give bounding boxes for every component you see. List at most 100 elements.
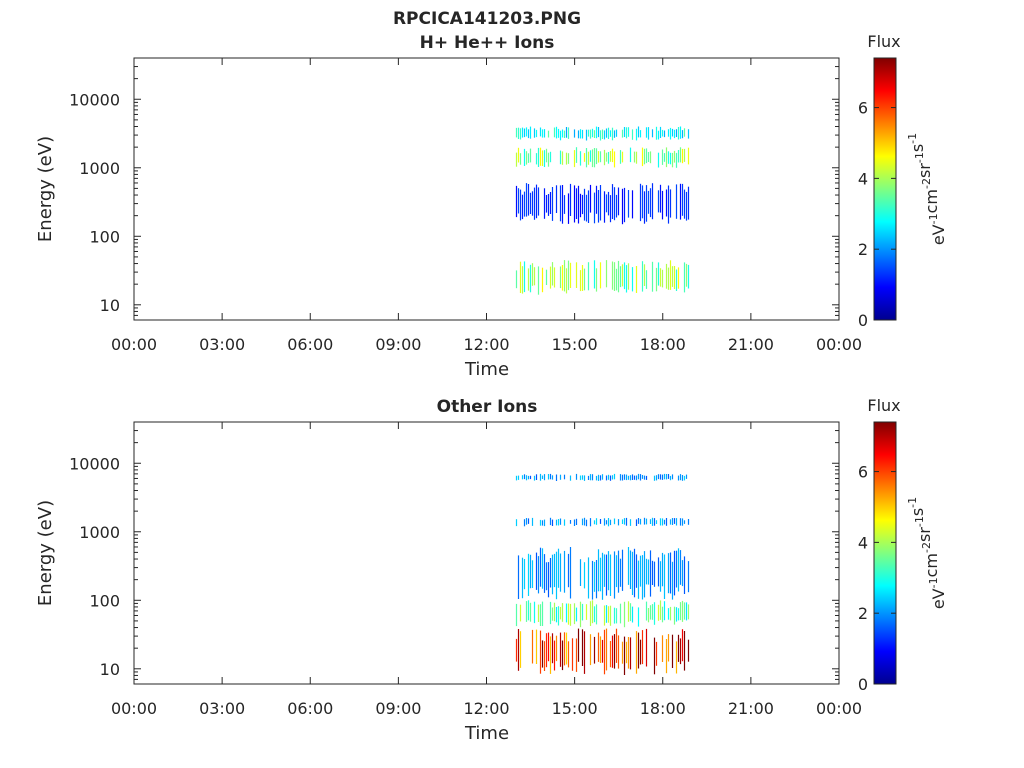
flux-strip	[615, 129, 618, 137]
flux-strip	[535, 629, 538, 664]
flux-strip	[647, 152, 650, 162]
flux-strip	[665, 189, 668, 217]
flux-strip	[657, 474, 660, 480]
flux-strip	[669, 606, 672, 621]
flux-strip	[645, 185, 648, 222]
flux-strip	[673, 518, 676, 524]
flux-strip	[535, 153, 538, 165]
flux-strip	[575, 147, 578, 163]
flux-strip	[609, 554, 612, 596]
flux-strip	[663, 153, 666, 162]
flux-strip	[593, 148, 596, 168]
flux-strip	[667, 185, 670, 224]
flux-strip	[645, 270, 648, 289]
flux-strip	[661, 635, 664, 662]
flux-strip	[607, 191, 610, 216]
flux-strip	[561, 129, 564, 138]
flux-strip	[541, 601, 544, 626]
flux-strip	[539, 604, 542, 626]
flux-strip	[567, 641, 570, 668]
flux-strip	[623, 474, 626, 480]
flux-strip	[627, 637, 630, 669]
flux-strip	[599, 636, 602, 663]
flux-strip	[627, 190, 630, 218]
flux-strip	[665, 639, 668, 674]
flux-strip	[621, 188, 624, 225]
flux-strip	[583, 562, 586, 589]
flux-strip	[577, 185, 580, 224]
flux-strip	[573, 603, 576, 625]
colorbar-gradient	[873, 421, 897, 685]
flux-strip	[677, 634, 680, 662]
flux-strip	[685, 191, 688, 221]
panel-other-ions: Other Ions 00:00 03:00 06:00 09:00 12:00 15:0…	[35, 396, 948, 744]
flux-strip	[687, 129, 690, 139]
flux-strip	[597, 549, 600, 592]
flux-strip	[535, 184, 538, 219]
flux-strip	[531, 629, 534, 664]
flux-strip	[665, 518, 668, 526]
flux-strip	[663, 473, 666, 480]
flux-strip	[655, 126, 658, 140]
flux-strip	[585, 194, 588, 222]
flux-strip	[549, 151, 552, 163]
flux-strip	[547, 562, 550, 598]
flux-strip	[547, 632, 550, 662]
flux-strip	[657, 130, 660, 140]
flux-strip	[561, 603, 564, 622]
x-tick-label: 00:00	[816, 699, 862, 718]
spectrogram-data	[515, 473, 690, 675]
flux-strip	[641, 475, 644, 479]
flux-strip	[665, 263, 668, 289]
flux-strip	[673, 550, 676, 596]
flux-strip	[635, 128, 638, 141]
flux-strip	[579, 559, 582, 586]
flux-strip	[523, 559, 526, 590]
flux-strip	[527, 518, 530, 524]
flux-strip	[587, 129, 590, 137]
flux-strip	[541, 548, 544, 589]
flux-strip	[527, 600, 530, 621]
flux-strip	[539, 473, 542, 481]
flux-strip	[555, 126, 558, 139]
flux-strip	[589, 184, 592, 213]
flux-strip	[663, 130, 666, 138]
flux-strip	[649, 550, 652, 597]
y-tick-label: 1000	[79, 523, 120, 542]
flux-strip	[591, 474, 594, 481]
flux-strip	[611, 475, 614, 480]
flux-strip	[529, 554, 532, 589]
flux-strip	[619, 603, 622, 624]
flux-strip	[519, 604, 522, 622]
flux-strip	[607, 518, 610, 527]
colorbar-tick-label: 0	[858, 311, 868, 330]
y-tick-label: 10	[100, 296, 120, 315]
flux-strip	[609, 519, 612, 526]
flux-strip	[677, 475, 680, 481]
flux-strip	[517, 127, 520, 139]
flux-strip	[667, 634, 670, 662]
colorbar: Flux 0 2 4 6 eV-1cm-2sr-1s-1	[858, 32, 948, 330]
flux-strip	[599, 475, 602, 481]
flux-strip	[619, 150, 622, 164]
flux-strip	[655, 641, 658, 666]
flux-strip	[589, 129, 592, 139]
flux-strip	[533, 187, 536, 220]
flux-strip	[661, 129, 664, 137]
x-axis-label: Time	[464, 723, 509, 744]
flux-strip	[553, 127, 556, 138]
flux-strip	[643, 148, 646, 165]
flux-strip	[523, 261, 526, 293]
flux-strip	[687, 604, 690, 620]
x-tick-label: 21:00	[728, 699, 774, 718]
flux-strip	[623, 601, 626, 628]
flux-strip	[665, 474, 668, 480]
flux-strip	[641, 185, 644, 219]
flux-strip	[631, 474, 634, 480]
flux-strip	[635, 519, 638, 526]
flux-strip	[567, 553, 570, 588]
flux-strip	[657, 152, 660, 168]
y-tick-label: 10	[100, 660, 120, 679]
flux-strip	[525, 601, 528, 622]
colorbar-units: eV-1cm-2sr-1s-1	[906, 133, 948, 245]
